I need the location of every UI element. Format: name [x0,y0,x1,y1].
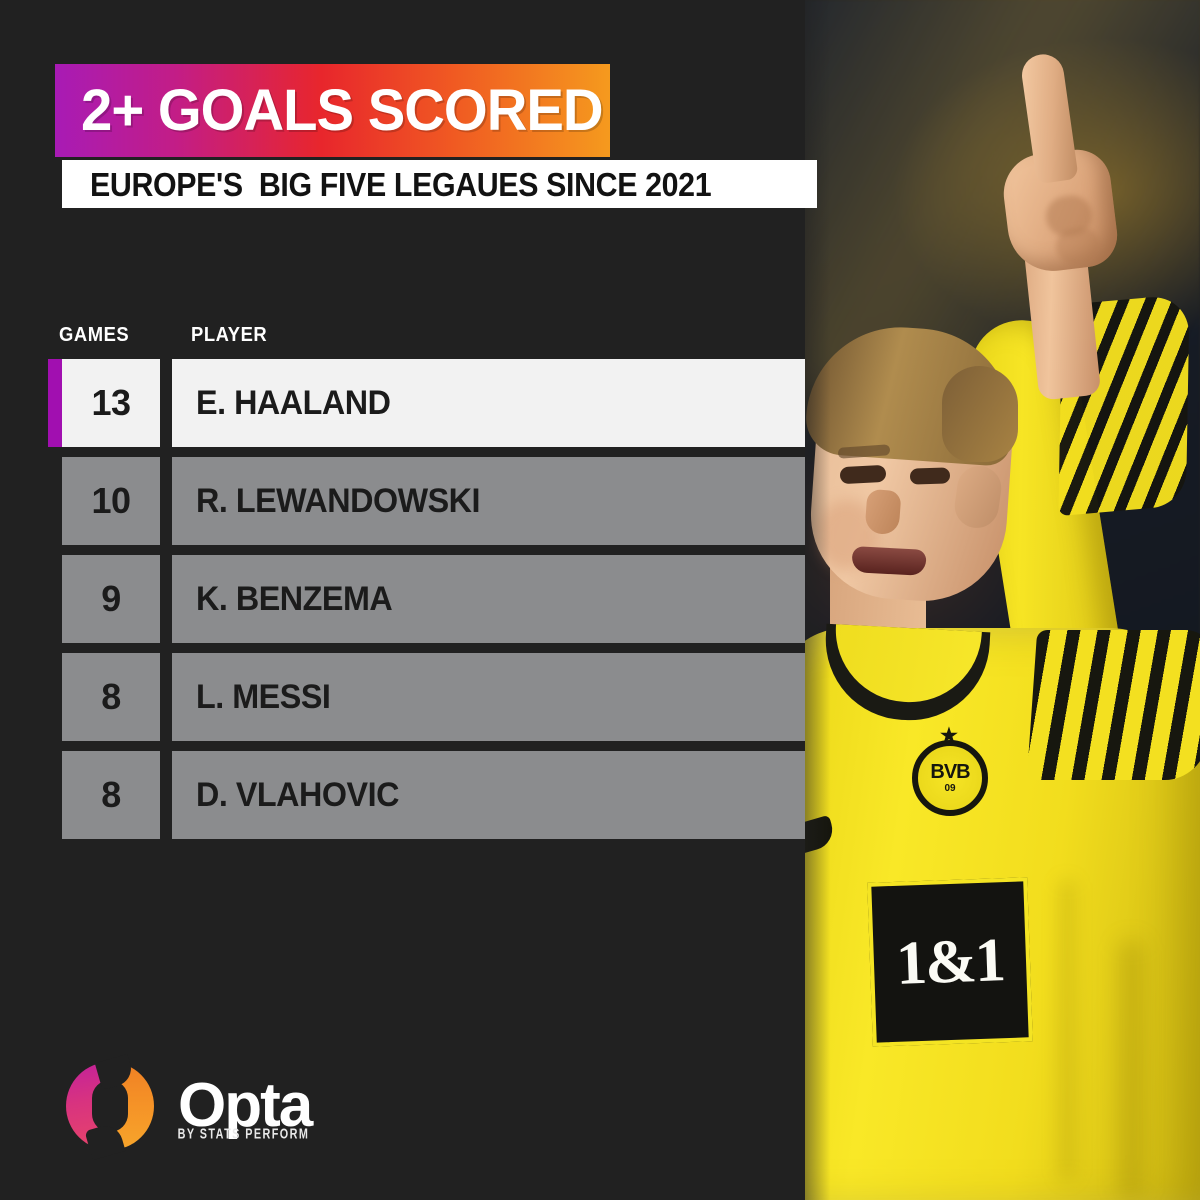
opta-tagline: BY STATS PERFORM [177,1124,310,1143]
row-player-name: D. VLAHOVIC [172,751,805,839]
jersey-sponsor-patch: 1&1 [867,877,1033,1047]
player-name-text: R. LEWANDOWSKI [196,482,481,520]
row-games-value: 10 [62,457,160,545]
row-games-value: 9 [62,555,160,643]
player-name-text: E. HAALAND [196,384,391,422]
page-title: 2+ GOALS SCORED [81,77,604,143]
column-header-player: PLAYER [191,324,268,346]
player-eye [909,467,951,485]
table-row[interactable]: 13 E. HAALAND [48,359,805,447]
jersey-fold [1120,940,1142,1200]
player-photo: ★ BVB 09 1&1 [760,0,1200,1200]
row-player-name: L. MESSI [172,653,805,741]
bvb-crest-icon: BVB 09 [912,740,988,816]
opta-logo: Opta BY STATS PERFORM [62,1053,314,1161]
row-player-name: R. LEWANDOWSKI [172,457,805,545]
crest-bvb-text: BVB [930,761,970,783]
player-hair-bun [942,366,1018,462]
player-name-text: L. MESSI [196,678,331,716]
player-name-text: K. BENZEMA [196,580,393,618]
table-header-row: GAMES PLAYER [55,325,805,359]
player-eye [839,464,887,485]
opta-mark-icon [62,1053,158,1161]
player-name-text: D. VLAHOVIC [196,776,399,814]
opta-mark-hole [92,1080,128,1132]
jersey-shoulder-stripes [1026,630,1200,780]
row-player-name: E. HAALAND [172,359,805,447]
leaderboard-table: GAMES PLAYER 13 E. HAALAND 10 R. LEWANDO… [48,325,805,849]
table-row[interactable]: 9 K. BENZEMA [55,555,805,643]
opta-wordmark: Opta [178,1071,313,1140]
crest-year-text: 09 [944,783,956,794]
column-header-games: GAMES [59,324,130,346]
table-row[interactable]: 8 D. VLAHOVIC [55,751,805,839]
subtitle-banner: EUROPE'S BIG FIVE LEGAUES SINCE 2021 [62,160,817,208]
player-mouth [851,546,927,576]
row-player-name: K. BENZEMA [172,555,805,643]
row-games-value: 8 [62,653,160,741]
title-banner: 2+ GOALS SCORED [55,64,610,157]
jersey-fold [1060,880,1074,1180]
table-row[interactable]: 10 R. LEWANDOWSKI [55,457,805,545]
opta-wordmark-wrap: Opta BY STATS PERFORM [178,1071,314,1142]
row-games-value: 8 [62,751,160,839]
sponsor-text: 1&1 [895,926,1005,998]
table-row[interactable]: 8 L. MESSI [55,653,805,741]
page-subtitle: EUROPE'S BIG FIVE LEGAUES SINCE 2021 [90,165,712,203]
row-games-value: 13 [62,359,160,447]
row-accent-bar [48,359,62,447]
